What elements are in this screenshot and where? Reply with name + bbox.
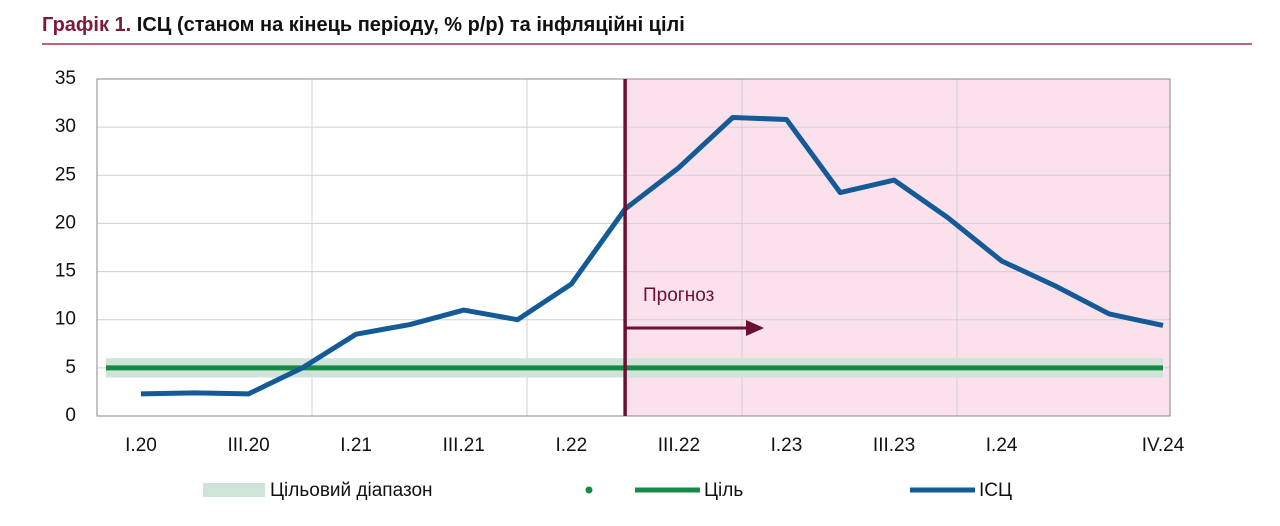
y-tick-label: 15 [55,261,76,282]
y-tick-label: 20 [55,212,76,233]
x-tick-label: IV.24 [1142,435,1185,456]
legend-swatch [203,483,265,497]
legend-label: Ціль [704,480,743,501]
x-tick-label: III.23 [873,435,915,456]
x-tick-label: I.23 [771,435,803,456]
title-text: ІСЦ (станом на кінець періоду, % р/р) та… [137,14,685,36]
title-number: Графік 1. [42,14,131,36]
plot-frame [96,78,1171,417]
legend-label: ІСЦ [979,480,1012,501]
y-tick-label: 25 [55,164,76,185]
y-tick-label: 0 [65,405,76,426]
chart-title: Графік 1. ІСЦ (станом на кінець періоду,… [42,14,685,36]
x-tick-label: III.21 [443,435,485,456]
x-tick-label: III.22 [658,435,700,456]
y-tick-label: 30 [55,116,76,137]
x-tick-label: I.22 [555,435,587,456]
x-tick-label: III.20 [227,435,269,456]
x-tick-label: I.24 [986,435,1018,456]
y-tick-label: 5 [65,357,76,378]
x-tick-label: I.20 [125,435,157,456]
legend-label: Цільовий діапазон [270,480,433,501]
x-tick-label: I.21 [340,435,372,456]
y-tick-label: 10 [55,309,76,330]
annotation: Прогноз [643,285,714,306]
arrow-head [746,320,764,336]
series-line [140,115,1164,397]
y-tick-label: 35 [55,68,76,89]
legend-dot [585,486,593,494]
